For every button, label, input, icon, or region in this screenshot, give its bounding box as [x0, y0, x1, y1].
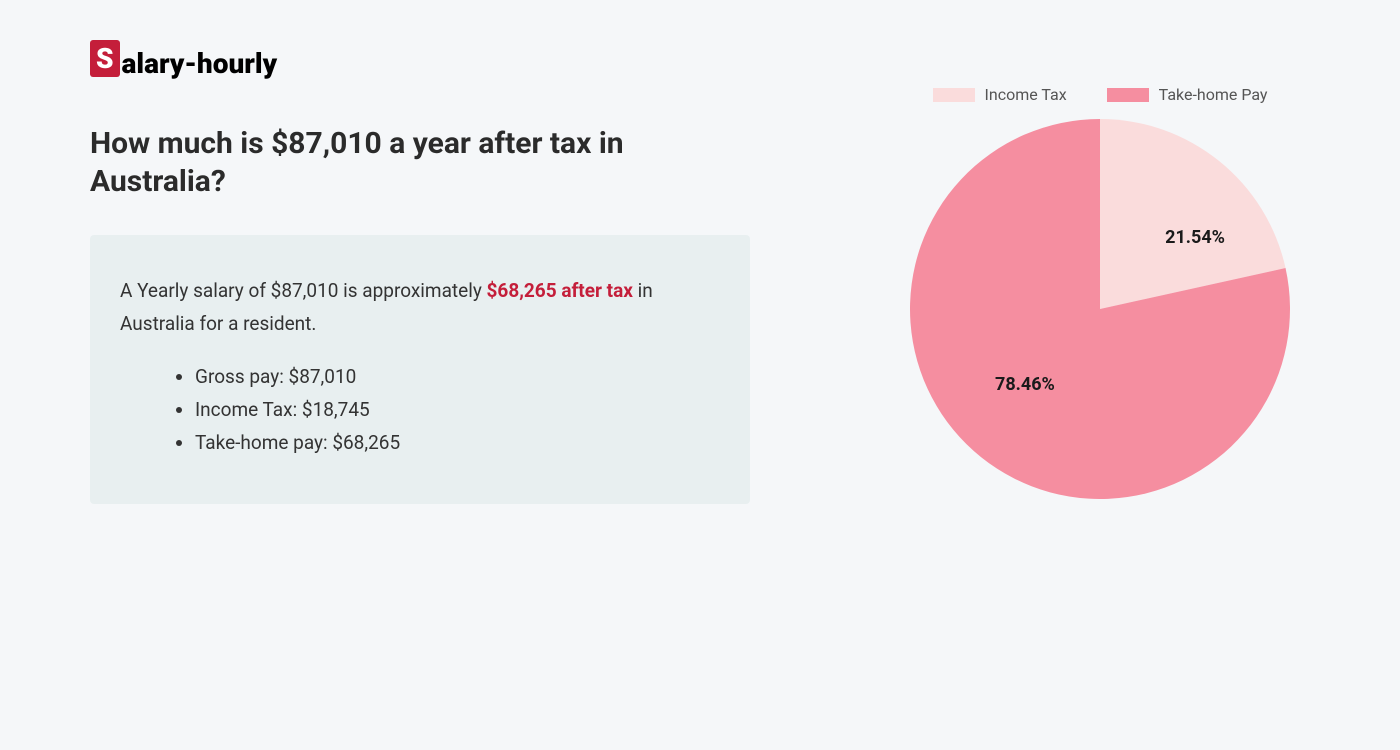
legend-label: Income Tax: [985, 85, 1067, 104]
list-item: Gross pay: $87,010: [195, 365, 720, 388]
pie-svg: [910, 119, 1290, 499]
legend-item: Take-home Pay: [1107, 85, 1268, 104]
pie-slice-label: 78.46%: [995, 374, 1055, 395]
summary-box: A Yearly salary of $87,010 is approximat…: [90, 235, 750, 504]
main-content: How much is $87,010 a year after tax in …: [90, 125, 1310, 504]
summary-text: A Yearly salary of $87,010 is approximat…: [120, 275, 720, 340]
logo-initial: S: [90, 40, 120, 77]
logo-text: alary-hourly: [122, 47, 278, 80]
legend-item: Income Tax: [933, 85, 1067, 104]
right-column: Income Tax Take-home Pay 21.54% 78.46%: [890, 85, 1310, 499]
summary-highlight: $68,265 after tax: [487, 279, 633, 302]
bullet-list: Gross pay: $87,010 Income Tax: $18,745 T…: [120, 365, 720, 454]
list-item: Take-home pay: $68,265: [195, 431, 720, 454]
legend-swatch: [1107, 88, 1149, 102]
chart-legend: Income Tax Take-home Pay: [933, 85, 1268, 104]
list-item: Income Tax: $18,745: [195, 398, 720, 421]
pie-slice-label: 21.54%: [1165, 227, 1225, 248]
legend-label: Take-home Pay: [1159, 85, 1268, 104]
legend-swatch: [933, 88, 975, 102]
site-logo: Salary-hourly: [90, 40, 1310, 80]
left-column: How much is $87,010 a year after tax in …: [90, 125, 750, 504]
page-heading: How much is $87,010 a year after tax in …: [90, 125, 750, 200]
pie-chart: 21.54% 78.46%: [910, 119, 1290, 499]
summary-before: A Yearly salary of $87,010 is approximat…: [120, 279, 487, 302]
